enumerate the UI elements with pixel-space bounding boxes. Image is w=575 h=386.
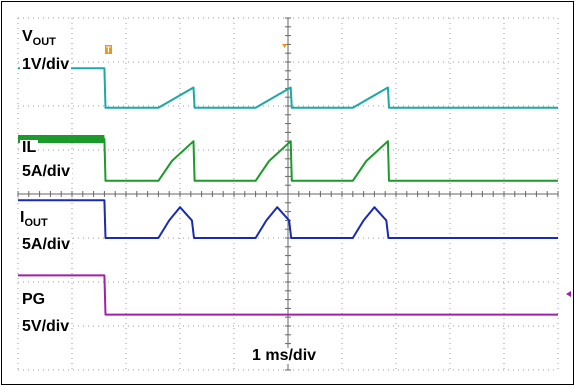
markers: T [105, 44, 571, 297]
iout-trace [18, 199, 558, 239]
il-scale: 5A/div [20, 163, 73, 180]
traces [18, 67, 558, 316]
vout-trace [18, 67, 558, 109]
iout-name-sub: OUT [24, 217, 48, 229]
svg-text:T: T [106, 46, 111, 55]
pg-label: PG [20, 291, 48, 308]
iout-label: IOUT [18, 210, 50, 229]
vout-label: VOUT [20, 29, 58, 48]
iout-name: I [20, 209, 25, 226]
pg-ground-marker [566, 291, 571, 297]
il-trace [18, 138, 558, 182]
il-label: IL [20, 139, 39, 156]
iout-scale: 5A/div [20, 236, 73, 253]
pg-scale: 5V/div [20, 318, 72, 335]
pg-trace [18, 274, 558, 316]
time-scale-label: 1 ms/div [250, 347, 319, 364]
il-switching-band [18, 135, 105, 143]
vout-name-sub: OUT [32, 36, 56, 48]
ch1-marker: T [105, 45, 112, 55]
trigger-marker [282, 44, 287, 48]
vout-name: V [22, 28, 33, 45]
vout-scale: 1V/div [20, 56, 72, 73]
